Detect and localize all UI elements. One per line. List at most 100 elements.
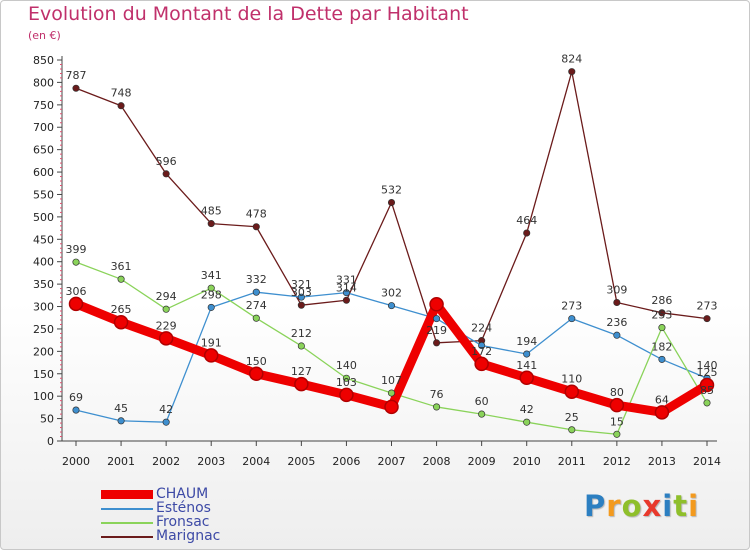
data-point-esténos [342, 289, 350, 297]
data-point-chaum [519, 370, 534, 386]
data-point-marignac [207, 220, 215, 228]
data-label-marignac: 219 [426, 324, 447, 337]
data-point-fronsac [387, 389, 396, 397]
data-point-chaum [68, 296, 84, 312]
data-point-fronsac [658, 324, 666, 332]
y-tick-label: 550 [33, 188, 54, 201]
data-label-fronsac: 274 [246, 299, 267, 312]
data-label-chaum: 141 [516, 359, 537, 372]
data-label-marignac: 273 [697, 300, 718, 313]
x-tick-label: 2010 [513, 455, 541, 468]
legend-swatch [101, 522, 153, 524]
data-label-fronsac: 140 [336, 359, 357, 372]
legend-label: Marignac [156, 528, 221, 544]
data-point-chaum [203, 348, 219, 363]
data-label-chaum: 306 [66, 285, 87, 298]
x-tick-label: 2005 [287, 455, 315, 468]
data-label-fronsac: 399 [66, 243, 87, 256]
legend-swatch [101, 508, 153, 510]
chart-legend: CHAUM Esténos Fronsac Marignac [101, 486, 261, 544]
data-label-marignac: 748 [111, 87, 132, 100]
data-point-chaum [384, 399, 399, 415]
data-label-fronsac: 361 [111, 260, 132, 273]
data-label-chaum: 229 [156, 319, 177, 332]
data-point-fronsac [297, 342, 305, 350]
data-label-chaum: 125 [697, 366, 718, 379]
data-point-marignac [117, 102, 125, 110]
y-tick-label: 150 [33, 368, 54, 381]
legend-swatch [101, 490, 153, 499]
data-label-fronsac: 341 [201, 269, 222, 282]
x-tick-label: 2008 [423, 455, 451, 468]
data-point-fronsac [478, 410, 486, 418]
data-point-chaum [249, 366, 264, 382]
x-tick-label: 2009 [468, 455, 496, 468]
data-label-fronsac: 107 [381, 374, 402, 387]
x-tick-label: 2003 [197, 455, 225, 468]
x-tick-label: 2002 [152, 455, 180, 468]
data-point-marignac [523, 229, 531, 237]
legend-item-marignac: Marignac [101, 528, 261, 544]
data-point-esténos [613, 331, 621, 339]
data-point-esténos [658, 355, 666, 363]
y-tick-label: 800 [33, 76, 54, 89]
data-point-chaum [158, 331, 174, 346]
data-point-marignac [568, 68, 576, 76]
y-tick-label: 750 [33, 99, 54, 112]
data-label-fronsac: 76 [430, 388, 444, 401]
data-point-chaum [609, 397, 625, 413]
data-label-marignac: 286 [651, 294, 672, 307]
data-label-marignac: 303 [291, 286, 312, 299]
y-tick-label: 700 [33, 121, 54, 134]
data-label-chaum: 80 [610, 386, 624, 399]
data-label-esténos: 45 [114, 402, 128, 415]
data-label-esténos: 236 [606, 316, 627, 329]
data-point-esténos [117, 417, 125, 425]
data-point-marignac [252, 223, 260, 231]
x-tick-label: 2014 [693, 455, 721, 468]
data-label-fronsac: 294 [156, 290, 177, 303]
data-point-marignac [658, 309, 666, 317]
data-label-marignac: 309 [606, 283, 627, 296]
y-tick-label: 300 [33, 301, 54, 314]
data-point-marignac [387, 198, 396, 207]
data-label-chaum: 103 [336, 376, 357, 389]
y-tick-label: 850 [33, 54, 54, 67]
data-label-chaum: 191 [201, 336, 222, 349]
y-tick-label: 200 [33, 345, 54, 358]
data-label-esténos: 321 [291, 278, 312, 291]
x-tick-label: 2013 [648, 455, 676, 468]
data-point-esténos [72, 406, 80, 414]
y-tick-label: 250 [33, 323, 54, 336]
data-label-esténos: 42 [159, 403, 173, 416]
x-tick-label: 2001 [107, 455, 135, 468]
data-point-chaum [429, 297, 444, 312]
y-tick-label: 350 [33, 278, 54, 291]
y-tick-label: 600 [33, 166, 54, 179]
data-label-esténos: 298 [201, 288, 222, 301]
y-tick-label: 500 [33, 211, 54, 224]
legend-label: Fronsac [156, 514, 210, 530]
legend-swatch [101, 536, 153, 538]
data-point-fronsac [117, 275, 125, 283]
y-tick-label: 450 [33, 233, 54, 246]
data-label-fronsac: 60 [475, 395, 489, 408]
data-label-fronsac: 15 [610, 415, 624, 428]
data-point-marignac [433, 339, 441, 347]
x-tick-label: 2011 [558, 455, 586, 468]
data-point-fronsac [252, 314, 260, 322]
data-label-fronsac: 212 [291, 327, 312, 340]
logo-letter: x [642, 489, 663, 523]
legend-item-fronsac: Fronsac [101, 514, 261, 530]
data-label-esténos: 140 [697, 359, 718, 372]
logo-letter: P [584, 489, 607, 523]
data-label-esténos: 302 [381, 287, 402, 300]
data-label-fronsac: 253 [651, 309, 672, 322]
data-point-marignac [703, 315, 711, 323]
data-label-marignac: 314 [336, 281, 357, 294]
data-label-marignac: 596 [156, 155, 177, 168]
data-label-chaum: 265 [111, 303, 132, 316]
y-tick-label: 0 [47, 435, 54, 448]
chart-subtitle: (en €) [28, 29, 61, 42]
